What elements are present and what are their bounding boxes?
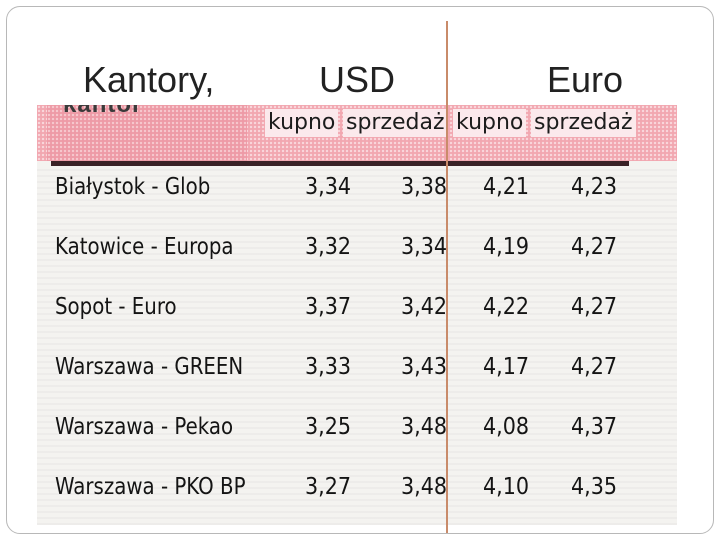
heading-euro: Euro [547, 59, 624, 100]
usd-sell-cell: 3,43 [401, 354, 448, 380]
usd-buy-cell: 3,34 [305, 174, 352, 200]
usd-buy-cell: 3,27 [305, 474, 352, 500]
usd-sell-cell: 3,48 [401, 474, 448, 500]
eur-buy-cell: 4,21 [483, 174, 530, 200]
table-row: Sopot - Euro 3,37 3,42 4,22 4,27 [37, 287, 677, 347]
table-row: Katowice - Europa 3,32 3,34 4,19 4,27 [37, 227, 677, 287]
eur-sell-cell: 4,23 [571, 174, 618, 200]
usd-sell-cell: 3,48 [401, 414, 448, 440]
city-cell: Warszawa - Pekao [55, 414, 234, 440]
eur-sell-cell: 4,27 [571, 294, 618, 320]
header-rule [51, 161, 629, 166]
table-row: Warszawa - PKO BP 3,27 3,48 4,10 4,35 [37, 467, 677, 525]
rates-table: Białystok - Glob 3,34 3,38 4,21 4,23 Kat… [37, 167, 677, 525]
usd-sell-cell: 3,38 [401, 174, 448, 200]
usd-buy-cell: 3,37 [305, 294, 352, 320]
usd-buy-cell: 3,33 [305, 354, 352, 380]
usd-sell-cell: 3,34 [401, 234, 448, 260]
city-cell: Sopot - Euro [55, 294, 177, 320]
vertical-divider [446, 21, 448, 533]
eur-buy-cell: 4,10 [483, 474, 530, 500]
eur-sell-cell: 4,27 [571, 234, 618, 260]
clipping-header-strip [47, 105, 247, 161]
newspaper-clipping: kantor kupno sprzedaż kupno sprzedaż Bia… [37, 105, 677, 525]
usd-buy-cell: 3,32 [305, 234, 352, 260]
subheader-usd-buy: kupno [265, 109, 339, 137]
heading-usd: USD [319, 59, 396, 100]
city-cell: Warszawa - PKO BP [55, 474, 246, 500]
eur-sell-cell: 4,27 [571, 354, 618, 380]
subheader-eur-buy: kupno [453, 109, 527, 137]
subheader-usd-sell: sprzedaż [343, 109, 448, 137]
eur-buy-cell: 4,19 [483, 234, 530, 260]
city-cell: Katowice - Europa [55, 234, 234, 260]
eur-sell-cell: 4,37 [571, 414, 618, 440]
heading-kantory: Kantory, [83, 59, 215, 100]
eur-buy-cell: 4,22 [483, 294, 530, 320]
eur-buy-cell: 4,08 [483, 414, 530, 440]
table-row: Warszawa - Pekao 3,25 3,48 4,08 4,37 [37, 407, 677, 467]
clipping-header-partial-text: kantor [63, 105, 142, 119]
subheader-eur-sell: sprzedaż [531, 109, 636, 137]
usd-buy-cell: 3,25 [305, 414, 352, 440]
eur-sell-cell: 4,35 [571, 474, 618, 500]
city-cell: Warszawa - GREEN [55, 354, 244, 380]
eur-buy-cell: 4,17 [483, 354, 530, 380]
usd-sell-cell: 3,42 [401, 294, 448, 320]
city-cell: Białystok - Glob [55, 174, 211, 200]
table-row: Warszawa - GREEN 3,33 3,43 4,17 4,27 [37, 347, 677, 407]
table-row: Białystok - Glob 3,34 3,38 4,21 4,23 [37, 167, 677, 227]
slide: Kantory, USD Euro kantor kupno sprzedaż … [6, 6, 714, 534]
